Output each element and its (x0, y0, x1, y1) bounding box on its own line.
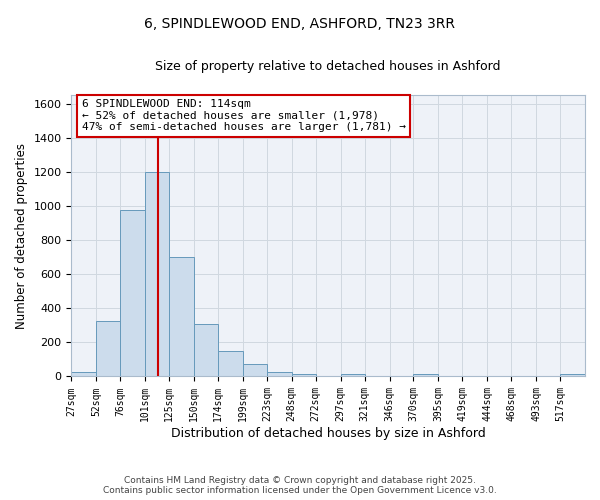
Bar (71, 372, 97, 376)
Bar (267, 372, 292, 376)
Bar (341, 374, 365, 376)
Text: Contains HM Land Registry data © Crown copyright and database right 2025.
Contai: Contains HM Land Registry data © Crown c… (103, 476, 497, 495)
Title: Size of property relative to detached houses in Ashford: Size of property relative to detached ho… (155, 60, 501, 73)
Bar (292, 374, 316, 376)
Bar (97, 321, 120, 376)
X-axis label: Distribution of detached houses by size in Ashford: Distribution of detached houses by size … (171, 427, 485, 440)
Bar (413, 374, 439, 376)
Bar (243, 364, 267, 376)
Bar (120, 210, 145, 376)
Bar (560, 374, 585, 376)
Bar (218, 351, 243, 376)
Bar (194, 324, 218, 376)
Y-axis label: Number of detached properties: Number of detached properties (15, 142, 28, 328)
Text: 6, SPINDLEWOOD END, ASHFORD, TN23 3RR: 6, SPINDLEWOOD END, ASHFORD, TN23 3RR (145, 18, 455, 32)
Text: 6 SPINDLEWOOD END: 114sqm
← 52% of detached houses are smaller (1,978)
47% of se: 6 SPINDLEWOOD END: 114sqm ← 52% of detac… (82, 99, 406, 132)
Bar (169, 257, 194, 376)
Bar (145, 172, 169, 376)
